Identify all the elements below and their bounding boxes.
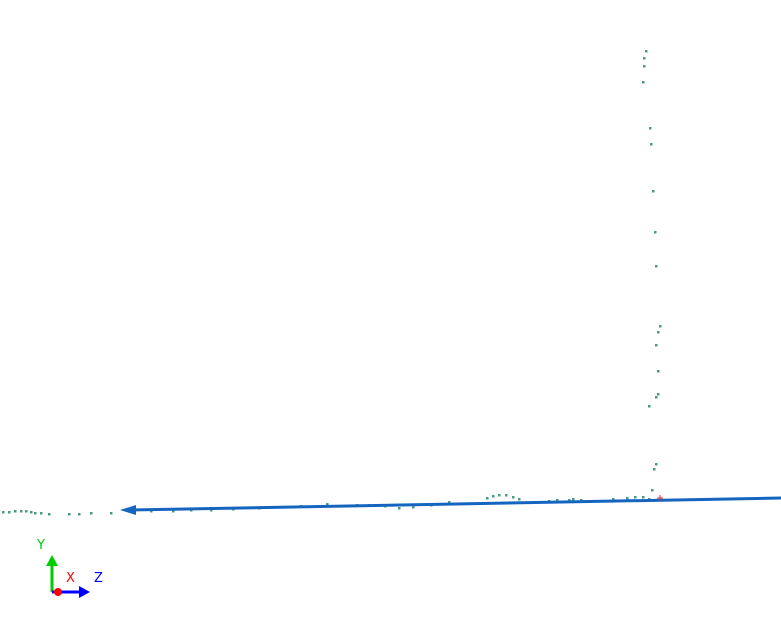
point	[657, 331, 660, 334]
point	[645, 50, 648, 53]
point	[8, 511, 11, 514]
point	[34, 512, 37, 515]
point	[398, 507, 401, 510]
point	[655, 265, 658, 268]
x-axis-dot	[54, 588, 62, 596]
point	[634, 496, 637, 499]
point	[412, 506, 415, 509]
point	[643, 57, 646, 60]
y-axis-arrowhead	[46, 555, 58, 566]
point	[486, 497, 489, 500]
point	[572, 498, 575, 501]
fitted-line-segment	[129, 496, 781, 512]
point	[657, 393, 660, 396]
point	[505, 494, 508, 497]
point	[626, 497, 629, 500]
point	[556, 499, 559, 502]
point	[20, 510, 23, 513]
point	[498, 494, 501, 497]
point	[518, 498, 521, 501]
point	[655, 396, 658, 399]
point	[568, 499, 571, 502]
point	[78, 513, 81, 516]
point-cloud	[2, 50, 662, 516]
point	[654, 231, 657, 234]
point	[652, 190, 655, 193]
point	[68, 513, 71, 516]
y-axis-label: Y	[36, 538, 45, 553]
fitted-line-arrowhead	[120, 505, 136, 515]
point	[651, 489, 654, 492]
point	[150, 510, 153, 513]
point	[172, 510, 175, 513]
point	[642, 496, 645, 499]
point	[655, 463, 658, 466]
point	[650, 143, 653, 146]
z-axis-arrowhead	[79, 586, 90, 598]
z-axis-label: Z	[94, 571, 103, 586]
point	[90, 512, 93, 515]
point	[14, 510, 17, 513]
point	[512, 496, 515, 499]
point	[2, 511, 5, 514]
fitted-line	[120, 496, 781, 515]
point	[110, 512, 113, 515]
point	[612, 498, 615, 501]
point	[25, 510, 28, 513]
origin-marker	[657, 495, 663, 501]
x-axis-label: X	[66, 571, 75, 586]
point	[492, 495, 495, 498]
point	[30, 511, 33, 514]
point	[643, 65, 646, 68]
point	[210, 509, 213, 512]
point	[653, 468, 656, 471]
point	[655, 344, 658, 347]
point	[48, 513, 51, 516]
point	[326, 503, 329, 506]
axes-gizmo: Y X Z	[36, 538, 103, 598]
point	[649, 127, 652, 130]
point	[40, 512, 43, 515]
point	[642, 81, 645, 84]
point	[657, 370, 660, 373]
point	[448, 501, 451, 504]
point	[648, 405, 651, 408]
point	[659, 325, 662, 328]
